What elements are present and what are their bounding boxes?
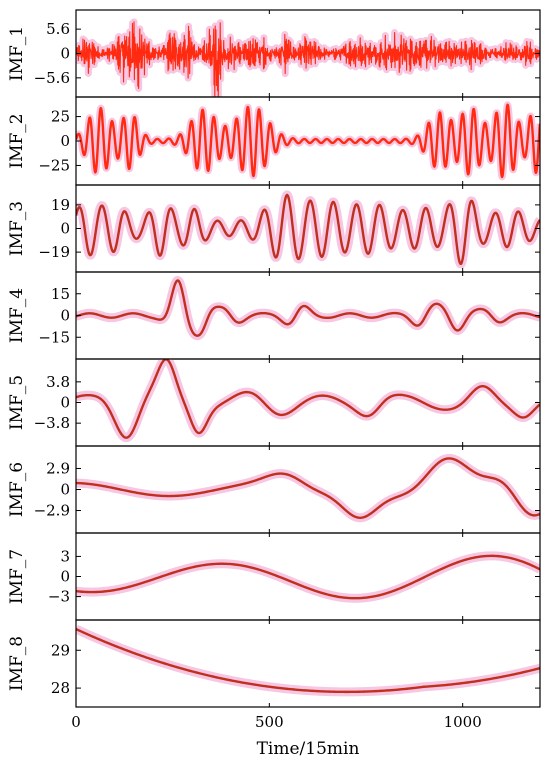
panel-frame	[75, 532, 541, 621]
x-tick-label: 0	[71, 713, 81, 731]
y-tick-label: 15	[51, 285, 70, 303]
y-tick-label: 3	[60, 547, 70, 565]
series-line-imf_3	[76, 193, 540, 266]
y-tick-label: 0	[60, 220, 70, 238]
panel-imf_5: 3.8 0 −3.8 IMF_5	[7, 358, 541, 447]
panel-frame	[75, 619, 541, 708]
panel-imf_4: 15 0 −15 IMF_4	[7, 271, 541, 360]
series-line-imf_5	[76, 359, 540, 439]
series-line-imf_2	[76, 103, 540, 179]
y-tick-label: 0	[60, 132, 70, 150]
y-tick-label: 5.6	[46, 20, 70, 38]
panel-imf_1: 5.6 0 −5.6 IMF_1	[7, 9, 541, 98]
panel-imf_3: 19 0 −19 IMF_3	[7, 184, 541, 273]
panel-imf_6: 2.9 0 −2.9 IMF_6	[7, 445, 541, 534]
y-tick-label: −19	[38, 243, 70, 261]
y-tick-label: 0	[60, 394, 70, 412]
y-tick-label: −25	[38, 156, 70, 174]
panel-imf_8: 29 28 IMF_8	[7, 619, 541, 708]
y-axis-label-imf_7: IMF_7	[7, 549, 27, 604]
series-line-imf_4	[76, 279, 540, 337]
y-tick-label: 2.9	[46, 459, 70, 477]
series-band-imf_1	[76, 18, 540, 97]
y-tick-label: 0	[60, 568, 70, 586]
y-axis-label-imf_5: IMF_5	[7, 375, 27, 430]
y-tick-label: −2.9	[34, 502, 70, 520]
y-tick-label: 0	[60, 307, 70, 325]
y-tick-label: 0	[60, 45, 70, 63]
panel-imf_2: 25 0 −25 IMF_2	[7, 96, 541, 186]
y-tick-label: −3	[48, 588, 70, 606]
y-tick-label: −3.8	[34, 414, 70, 432]
y-axis-label-imf_1: IMF_1	[7, 26, 27, 81]
series-line-imf_7	[76, 554, 540, 600]
y-tick-label: 25	[51, 108, 70, 126]
series-line-imf_1	[76, 21, 540, 97]
x-tick-label: 1000	[444, 713, 482, 731]
y-tick-label: 28	[51, 679, 70, 697]
y-axis-label-imf_8: IMF_8	[7, 636, 27, 691]
series-line-imf_8	[76, 627, 540, 694]
y-tick-label: 29	[51, 641, 70, 659]
series-line-imf_6	[76, 457, 540, 519]
x-tick-label: 500	[255, 713, 284, 731]
y-tick-label: −15	[38, 328, 70, 346]
y-tick-label: −5.6	[34, 69, 70, 87]
y-axis-label-imf_6: IMF_6	[7, 462, 27, 517]
y-axis-label-imf_3: IMF_3	[7, 201, 27, 256]
panel-imf_7: 3 0 −3 IMF_7	[7, 532, 541, 621]
y-tick-label: 19	[51, 196, 70, 214]
y-tick-label: 3.8	[46, 373, 70, 391]
x-axis-label: Time/15min	[257, 739, 360, 759]
series-band-imf_6	[76, 453, 540, 523]
y-axis-label-imf_4: IMF_4	[7, 288, 27, 343]
y-tick-label: 0	[60, 481, 70, 499]
series-band-imf_7	[76, 551, 540, 603]
y-axis-label-imf_2: IMF_2	[7, 113, 27, 168]
